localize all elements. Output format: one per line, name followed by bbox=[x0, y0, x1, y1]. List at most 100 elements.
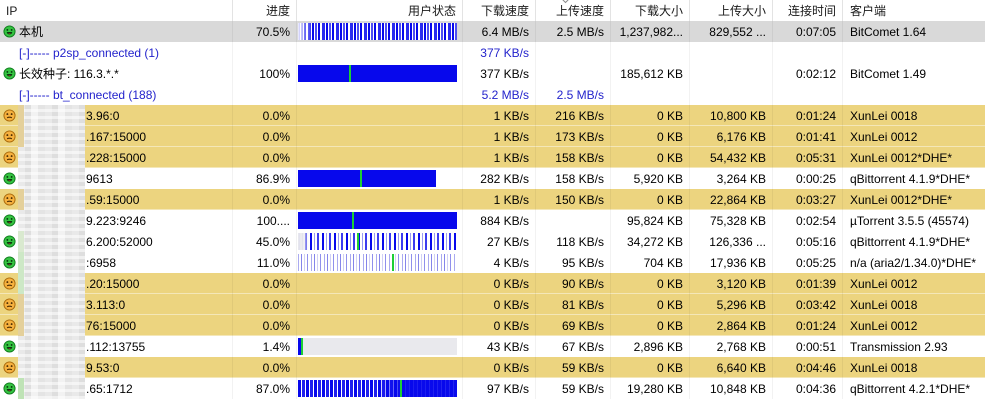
upload-speed-value bbox=[536, 210, 611, 231]
table-row[interactable]: .112:13755 1.4% 43 KB/s 67 KB/s 2,896 KB 2,76… bbox=[0, 336, 985, 357]
table-row[interactable]: .59:15000 0.0% 1 KB/s 150 KB/s 0 KB 22,864 KB… bbox=[0, 189, 985, 210]
upload-size-value: 3,120 KB bbox=[690, 273, 773, 294]
download-speed-value: 1 KB/s bbox=[463, 105, 536, 126]
pieces-bar-fill bbox=[298, 380, 457, 397]
happy-face-icon bbox=[3, 172, 16, 185]
table-row[interactable]: 9613 86.9% 282 KB/s 158 KB/s 5,920 KB 3,264 K… bbox=[0, 168, 985, 189]
table-row[interactable]: 3.96:0 0.0% 1 KB/s 216 KB/s 0 KB 10,800 KB 0:0… bbox=[0, 105, 985, 126]
upload-speed-value: 158 KB/s bbox=[536, 147, 611, 168]
progress-value: 0.0% bbox=[233, 357, 297, 378]
upload-size-value: 6,640 KB bbox=[690, 357, 773, 378]
happy-face-icon bbox=[3, 67, 16, 80]
column-header-upload-size[interactable]: 上传大小 bbox=[690, 0, 773, 21]
table-row[interactable]: 3.113:0 0.0% 0 KB/s 81 KB/s 0 KB 5,296 KB 0:03… bbox=[0, 294, 985, 315]
download-size-value: 95,824 KB bbox=[611, 210, 690, 231]
blurred-ip-mosaic bbox=[18, 357, 85, 378]
upload-speed-value bbox=[536, 63, 611, 84]
table-row[interactable]: :6958 11.0% 4 KB/s 95 KB/s 704 KB 17,936 KB 0:… bbox=[0, 252, 985, 273]
user-status-cell bbox=[297, 378, 463, 399]
download-speed-value: 1 KB/s bbox=[463, 189, 536, 210]
blurred-ip-mosaic bbox=[18, 210, 85, 231]
column-header-ip[interactable]: IP bbox=[0, 0, 233, 21]
progress-value: 11.0% bbox=[233, 252, 297, 273]
client-name: µTorrent 3.5.5 (45574) bbox=[850, 213, 969, 228]
column-header-download-size[interactable]: 下载大小 bbox=[611, 0, 690, 21]
download-size-value: 0 KB bbox=[611, 294, 690, 315]
ip-cell: .20:15000 bbox=[0, 273, 233, 294]
happy-face-icon bbox=[3, 382, 16, 395]
progress-value bbox=[233, 42, 297, 63]
download-speed-value: 0 KB/s bbox=[463, 294, 536, 315]
ip-label: 3.113:0 bbox=[86, 297, 126, 312]
download-speed-value: 0 KB/s bbox=[463, 273, 536, 294]
client-name bbox=[843, 84, 985, 105]
upload-speed-value: 173 KB/s bbox=[536, 126, 611, 147]
table-row[interactable]: 长效种子: 116.3.*.* 100% 377 KB/s 185,612 KB 0:0… bbox=[0, 63, 985, 84]
ip-cell: .228:15000 bbox=[0, 147, 233, 168]
table-row[interactable]: .65:1712 87.0% 97 KB/s 59 KB/s 19,280 KB 10,8… bbox=[0, 378, 985, 399]
blurred-ip-mosaic bbox=[18, 147, 85, 168]
piece-marker bbox=[348, 65, 351, 82]
column-header-user-status[interactable]: 用户状态 bbox=[297, 0, 463, 21]
download-size-value: 0 KB bbox=[611, 273, 690, 294]
blurred-ip-mosaic bbox=[18, 378, 85, 399]
table-row[interactable]: 6.200:52000 45.0% 27 KB/s 118 KB/s 34,272 KB… bbox=[0, 231, 985, 252]
table-row[interactable]: 76:15000 0.0% 0 KB/s 69 KB/s 0 KB 2,864 KB 0:0… bbox=[0, 315, 985, 336]
client-name: XunLei 0012 bbox=[850, 276, 918, 291]
column-header-upload-speed-label: 上传速度 bbox=[555, 4, 604, 18]
group-row[interactable]: [-]----- p2sp_connected (1) 377 KB/s bbox=[0, 42, 985, 63]
client-name: XunLei 0012 bbox=[850, 318, 918, 333]
table-row[interactable]: 本机 70.5% 6.4 MB/s 2.5 MB/s 1,237,982... 829,5… bbox=[0, 21, 985, 42]
table-row[interactable]: .20:15000 0.0% 0 KB/s 90 KB/s 0 KB 3,120 KB 0:… bbox=[0, 273, 985, 294]
table-row[interactable]: .167:15000 0.0% 1 KB/s 173 KB/s 0 KB 6,176 KB… bbox=[0, 126, 985, 147]
column-header-upload-speed[interactable]: 上传速度 bbox=[536, 0, 611, 21]
client-name: n/a (aria2/1.34.0)*DHE* bbox=[850, 255, 977, 270]
sad-face-icon bbox=[3, 151, 16, 164]
column-header-progress[interactable]: 进度 bbox=[233, 0, 297, 21]
happy-face-icon bbox=[3, 25, 16, 38]
ip-label: .65:1712 bbox=[86, 381, 133, 396]
download-speed-value: 282 KB/s bbox=[463, 168, 536, 189]
table-header: IP 进度 用户状态 下载速度 上传速度 下载大小 上传大小 连接时间 客户端 bbox=[0, 0, 985, 21]
table-row[interactable]: 9.53:0 0.0% 0 KB/s 59 KB/s 0 KB 6,640 KB 0:04:… bbox=[0, 357, 985, 378]
ip-cell: 9613 bbox=[0, 168, 233, 189]
download-speed-value: 0 KB/s bbox=[463, 357, 536, 378]
ip-cell: 76:15000 bbox=[0, 315, 233, 336]
table-row[interactable]: .228:15000 0.0% 1 KB/s 158 KB/s 0 KB 54,432 K… bbox=[0, 147, 985, 168]
upload-speed-value: 95 KB/s bbox=[536, 252, 611, 273]
client-name: XunLei 0018 bbox=[850, 108, 918, 123]
download-speed-value: 0 KB/s bbox=[463, 315, 536, 336]
download-size-value: 704 KB bbox=[611, 252, 690, 273]
upload-speed-value: 216 KB/s bbox=[536, 105, 611, 126]
download-speed-value: 377 KB/s bbox=[463, 42, 536, 63]
upload-size-value: 2,768 KB bbox=[690, 336, 773, 357]
table-row[interactable]: 9.223:9246 100.... 884 KB/s 95,824 KB 75,328… bbox=[0, 210, 985, 231]
ip-cell: .112:13755 bbox=[0, 336, 233, 357]
column-header-connect-time[interactable]: 连接时间 bbox=[773, 0, 843, 21]
ip-cell: 6.200:52000 bbox=[0, 231, 233, 252]
ip-cell: .167:15000 bbox=[0, 126, 233, 147]
download-size-value: 0 KB bbox=[611, 147, 690, 168]
upload-size-value: 6,176 KB bbox=[690, 126, 773, 147]
piece-marker bbox=[391, 254, 394, 271]
ip-label: 3.96:0 bbox=[86, 108, 120, 123]
progress-value: 86.9% bbox=[233, 168, 297, 189]
sad-face-icon bbox=[3, 193, 16, 206]
upload-size-value: 2,864 KB bbox=[690, 315, 773, 336]
progress-value: 0.0% bbox=[233, 189, 297, 210]
download-size-value: 19,280 KB bbox=[611, 378, 690, 399]
ip-label: .112:13755 bbox=[86, 339, 146, 354]
blurred-ip-mosaic bbox=[18, 189, 85, 210]
download-size-value: 5,920 KB bbox=[611, 168, 690, 189]
column-header-client[interactable]: 客户端 bbox=[843, 0, 985, 21]
user-status-cell bbox=[297, 210, 463, 231]
client-name: qBittorrent 4.1.9*DHE* bbox=[850, 234, 971, 249]
upload-speed-value: 158 KB/s bbox=[536, 168, 611, 189]
group-row[interactable]: [-]----- bt_connected (188) 5.2 MB/s 2.5 M… bbox=[0, 84, 985, 105]
upload-speed-value: 2.5 MB/s bbox=[536, 21, 611, 42]
column-header-download-speed[interactable]: 下载速度 bbox=[463, 0, 536, 21]
download-size-value bbox=[611, 42, 690, 63]
ip-label: 长效种子: 116.3.*.* bbox=[19, 67, 119, 81]
upload-size-value: 17,936 KB bbox=[690, 252, 773, 273]
sad-face-icon bbox=[3, 361, 16, 374]
